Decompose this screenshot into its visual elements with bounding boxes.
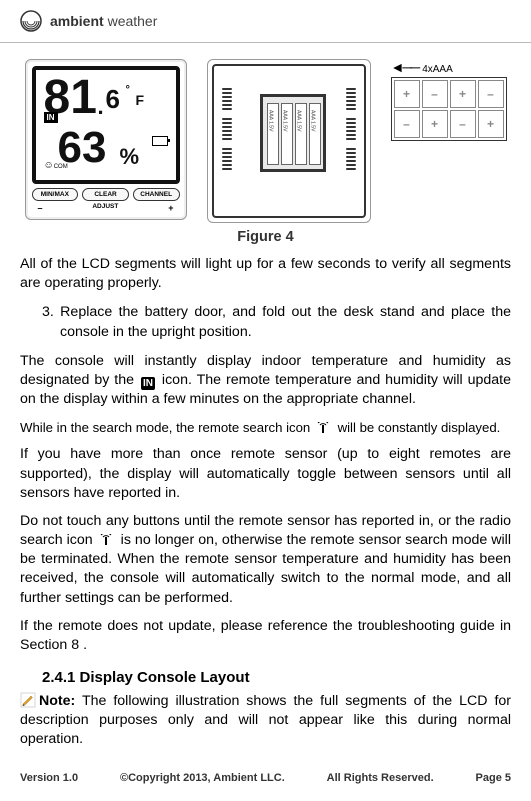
vent-slots-right-icon — [346, 86, 356, 196]
battery-polarity-diagram: ◄──4xAAA + – + – – + – + — [391, 59, 507, 141]
section-heading: 2.4.1 Display Console Layout — [42, 669, 511, 686]
paragraph: If you have more than once remote sensor… — [20, 445, 511, 503]
channel-button: CHANNEL — [133, 188, 180, 201]
polarity-cell: – — [394, 110, 420, 138]
button-row: MIN/MAX CLEAR CHANNEL — [32, 188, 180, 201]
note-paragraph: Note: The following illustration shows t… — [20, 692, 511, 750]
polarity-cell: – — [450, 110, 476, 138]
brand-light: weather — [104, 13, 158, 29]
footer-version: Version 1.0 — [20, 772, 78, 784]
text: While in the search mode, the remote sea… — [20, 420, 314, 435]
polarity-cell: + — [394, 80, 420, 108]
cell-label: AAA 1.5V — [296, 104, 302, 131]
paragraph: All of the LCD segments will light up fo… — [20, 255, 511, 293]
minmax-button: MIN/MAX — [32, 188, 79, 201]
polarity-cell: – — [422, 80, 448, 108]
brand-text: ambient weather — [50, 13, 157, 29]
adjust-minus: – — [38, 203, 43, 213]
cell-label: AAA 1.5V — [268, 104, 274, 131]
paragraph: The console will instantly display indoo… — [20, 352, 511, 410]
vent-slots-left-icon — [222, 86, 232, 196]
paragraph: While in the search mode, the remote sea… — [20, 419, 511, 437]
footer-copyright: ©Copyright 2013, Ambient LLC. — [120, 772, 285, 784]
aaa-text: 4xAAA — [422, 64, 453, 75]
paragraph: Do not touch any buttons until the remot… — [20, 512, 511, 608]
aaa-label: ◄──4xAAA — [391, 59, 507, 75]
step-3: 3. Replace the battery door, and fold ou… — [42, 303, 511, 341]
page-footer: Version 1.0 ©Copyright 2013, Ambient LLC… — [20, 772, 511, 784]
signal-icon — [99, 534, 115, 545]
polarity-cell: + — [450, 80, 476, 108]
note-icon — [20, 692, 36, 708]
lcd-unit: F — [136, 92, 145, 108]
signal-icon — [316, 422, 332, 433]
footer-rights: All Rights Reserved. — [327, 772, 434, 784]
lcd-deg: ° — [126, 84, 130, 96]
console-front-illustration: 81 . 6 ° F IN 63 % ☺COM MIN/MAX CLEAR CH… — [25, 59, 187, 220]
adjust-plus: + — [168, 203, 173, 213]
divider — [0, 42, 531, 43]
lcd-dot: . — [98, 94, 104, 120]
battery-icon — [152, 136, 168, 146]
comfort-icon: ☺COM — [44, 160, 68, 171]
polarity-cell: + — [422, 110, 448, 138]
lcd-screen: 81 . 6 ° F IN 63 % ☺COM — [32, 66, 180, 184]
arrow-icon: ◄── — [391, 59, 419, 75]
brand-logo-icon — [20, 10, 42, 32]
note-label: Note: — [39, 693, 75, 709]
in-icon: IN — [44, 112, 58, 123]
note-text: The following illustration shows the ful… — [20, 693, 511, 747]
figure-row: 81 . 6 ° F IN 63 % ☺COM MIN/MAX CLEAR CH… — [20, 59, 511, 223]
polarity-cell: + — [478, 110, 504, 138]
cell-label: AAA 1.5V — [282, 104, 288, 131]
clear-button: CLEAR — [82, 188, 129, 201]
text: will be constantly displayed. — [334, 420, 500, 435]
cell-label: AAA 1.5V — [310, 104, 316, 131]
lcd-temp-dec: 6 — [106, 84, 120, 115]
in-inline-icon: IN — [141, 377, 155, 391]
lcd-pct: % — [120, 144, 140, 170]
paragraph: If the remote does not update, please re… — [20, 617, 511, 655]
brand-bold: ambient — [50, 13, 104, 29]
brand-bar: ambient weather — [20, 0, 511, 38]
footer-page: Page 5 — [476, 772, 511, 784]
polarity-table: + – + – – + – + — [391, 77, 507, 141]
adjust-label: ADJUST — [92, 203, 118, 213]
console-rear-illustration: AAA 1.5V AAA 1.5V AAA 1.5V AAA 1.5V — [207, 59, 371, 223]
figure-caption: Figure 4 — [20, 229, 511, 245]
battery-compartment-icon: AAA 1.5V AAA 1.5V AAA 1.5V AAA 1.5V — [260, 94, 326, 172]
adjust-row: – ADJUST + — [32, 203, 180, 213]
polarity-cell: – — [478, 80, 504, 108]
